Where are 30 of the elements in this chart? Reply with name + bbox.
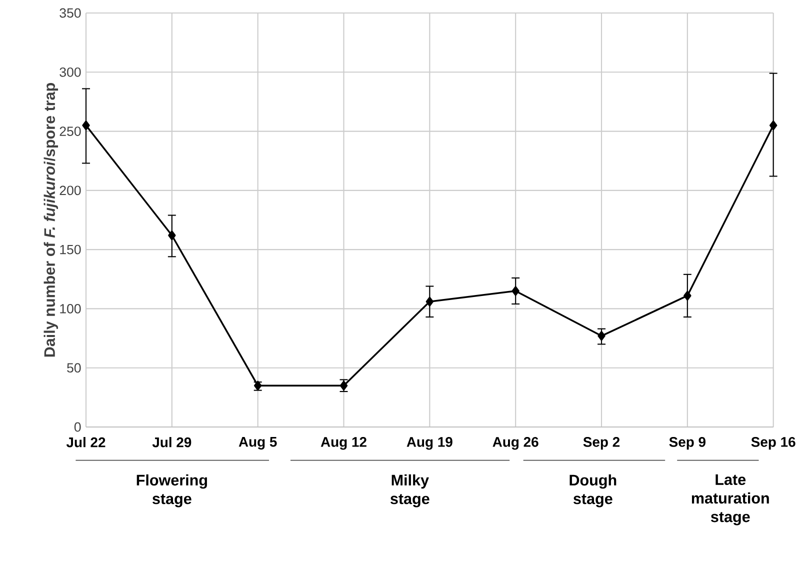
- x-tick-label: Sep 9: [669, 437, 706, 450]
- text: Milky stage: [390, 474, 430, 508]
- point: [82, 120, 90, 130]
- x-tick-label: Aug 12: [320, 437, 366, 450]
- y-axis-title: Daily number of F. fujikuroi/spore trap: [44, 83, 58, 357]
- point: [598, 331, 606, 341]
- x-tick-label: Aug 5: [238, 437, 277, 450]
- x-tick-label: Jul 22: [66, 437, 106, 448]
- point: [340, 380, 348, 390]
- y-tick-label: 100: [60, 304, 81, 314]
- y-tick-label: 0: [74, 422, 81, 432]
- point: [168, 230, 176, 240]
- x-tick-label: Aug 19: [406, 437, 452, 450]
- x-tick-label: Aug 26: [492, 437, 538, 450]
- x-tick-label: Jul 29: [152, 437, 192, 448]
- y-tick-label: 200: [60, 186, 81, 196]
- y-tick-label: 150: [60, 244, 81, 254]
- x-tick-label: Sep 16: [751, 437, 796, 450]
- text: Dough stage: [570, 474, 616, 508]
- text: Late maturation stage: [692, 474, 769, 526]
- point: [684, 290, 692, 301]
- y-tick-label: 350: [60, 8, 81, 18]
- point: [426, 296, 434, 306]
- point: [512, 286, 520, 296]
- y-tick-label: 250: [60, 126, 81, 136]
- y-tick-label: 50: [67, 363, 81, 373]
- text: Flowering stage: [136, 474, 207, 508]
- x-tick-label: Sep 2: [583, 437, 620, 450]
- y-tick-label: 300: [60, 67, 81, 77]
- point: [769, 120, 778, 130]
